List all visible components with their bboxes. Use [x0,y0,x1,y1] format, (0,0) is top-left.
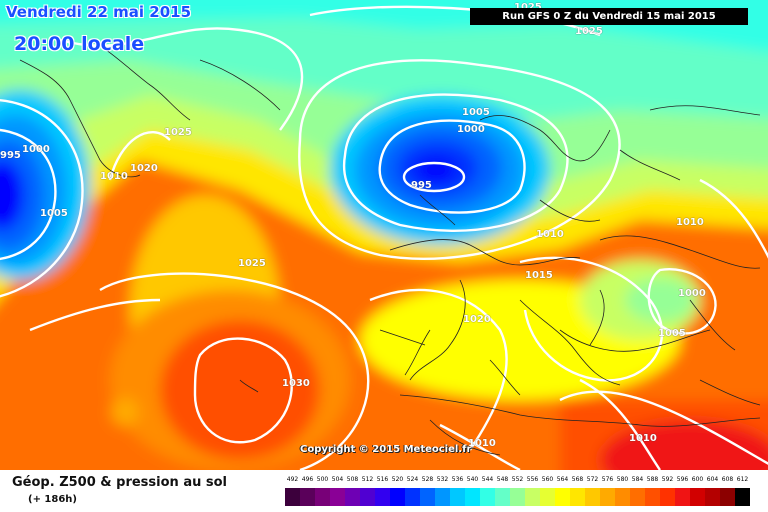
legend-color-swatch [405,488,420,506]
legend-tick-label: 564 [556,476,569,483]
copyright-notice: Copyright © 2015 Meteociel.fr [300,444,472,455]
legend-tick-label: 612 [736,476,749,483]
legend-tick-label: 604 [706,476,719,483]
isobar-label: 1010 [629,433,657,444]
isobar-label: 1020 [130,163,158,174]
legend-tick-label: 552 [511,476,524,483]
legend-tick-label: 496 [301,476,314,483]
isobar-label: 1025 [514,3,542,13]
legend-color-swatch [660,488,675,506]
legend-color-swatch [480,488,495,506]
z500-color-field [0,0,768,470]
legend-color-swatch [690,488,705,506]
isobar-label: 1020 [463,314,491,325]
lead-time: (+ 186h) [28,494,77,505]
isobar-label: 1010 [676,217,704,228]
legend-color-swatch [285,488,300,506]
isobar-label: 1030 [282,378,310,389]
legend-tick-label: 524 [406,476,419,483]
legend-tick-label: 592 [661,476,674,483]
legend-color-swatch [375,488,390,506]
legend-color-swatch [450,488,465,506]
isobar-label: 1025 [164,127,192,138]
forecast-local-time: 20:00 locale [14,33,145,55]
legend-color-swatch [540,488,555,506]
isobar-label: 1000 [22,144,50,155]
legend-tick-label: 512 [361,476,374,483]
legend-color-swatch [525,488,540,506]
legend-tick-label: 580 [616,476,629,483]
legend-color-swatch [735,488,750,506]
legend-tick-labels: 492 496 500 504 508 512 516 520 524 528 532 536 540 5… [285,476,750,486]
legend-bar: Géop. Z500 & pression au sol (+ 186h) 49… [0,470,768,512]
legend-color-swatch [570,488,585,506]
legend-tick-label: 560 [541,476,554,483]
legend-color-swatch [465,488,480,506]
isobar-lines [0,5,768,470]
z500-map [0,0,768,470]
model-run-info: Run GFS 0 Z du Vendredi 15 mai 2015 [470,8,748,25]
legend-color-swatch [360,488,375,506]
legend-color-swatch [630,488,645,506]
legend-tick-label: 520 [391,476,404,483]
legend-tick-label: 528 [421,476,434,483]
legend-color-swatch [390,488,405,506]
legend-tick-label: 544 [481,476,494,483]
legend-tick-label: 492 [286,476,299,483]
legend-color-swatch [345,488,360,506]
legend-tick-label: 608 [721,476,734,483]
legend-tick-label: 532 [436,476,449,483]
legend-tick-label: 508 [346,476,359,483]
legend-color-swatch [315,488,330,506]
legend-tick-label: 504 [331,476,344,483]
legend-color-swatch [420,488,435,506]
isobar-label: 1005 [462,107,490,118]
forecast-date: Vendredi 22 mai 2015 [6,3,192,21]
isobar-label: 1010 [468,438,496,449]
legend-tick-label: 516 [376,476,389,483]
map-area: 1025 1025 995 1000 1010 1020 1005 1025 1… [0,0,768,470]
legend-color-swatch [615,488,630,506]
legend-color-scale [285,488,750,506]
legend-tick-label: 540 [466,476,479,483]
isobar-label: 1000 [457,124,485,135]
legend-color-swatch [585,488,600,506]
legend-tick-label: 568 [571,476,584,483]
coastlines [19,39,761,456]
isobar-label: 1005 [658,328,686,339]
legend-tick-label: 500 [316,476,329,483]
legend-color-swatch [495,488,510,506]
legend-color-swatch [330,488,345,506]
legend-color-swatch [720,488,735,506]
isobar-label: 1015 [525,270,553,281]
legend-tick-label: 600 [691,476,704,483]
legend-tick-label: 576 [601,476,614,483]
isobar-label: 1000 [678,288,706,299]
isobar-label: 1025 [575,26,603,37]
isobar-label: 1005 [40,208,68,219]
isobar-label: 995 [0,150,21,161]
parameter-title: Géop. Z500 & pression au sol [12,475,227,490]
isobar-label: 995 [411,180,432,191]
isobar-label: 1010 [536,229,564,240]
legend-tick-label: 596 [676,476,689,483]
legend-color-swatch [675,488,690,506]
isobar-label: 1010 [100,171,128,182]
legend-color-swatch [555,488,570,506]
legend-color-swatch [645,488,660,506]
legend-color-swatch [705,488,720,506]
legend-color-swatch [600,488,615,506]
legend-tick-label: 572 [586,476,599,483]
legend-tick-label: 588 [646,476,659,483]
legend-color-swatch [300,488,315,506]
legend-tick-label: 584 [631,476,644,483]
legend-color-swatch [510,488,525,506]
legend-tick-label: 536 [451,476,464,483]
legend-tick-label: 548 [496,476,509,483]
legend-tick-label: 556 [526,476,539,483]
isobar-label: 1025 [238,258,266,269]
legend-color-swatch [435,488,450,506]
